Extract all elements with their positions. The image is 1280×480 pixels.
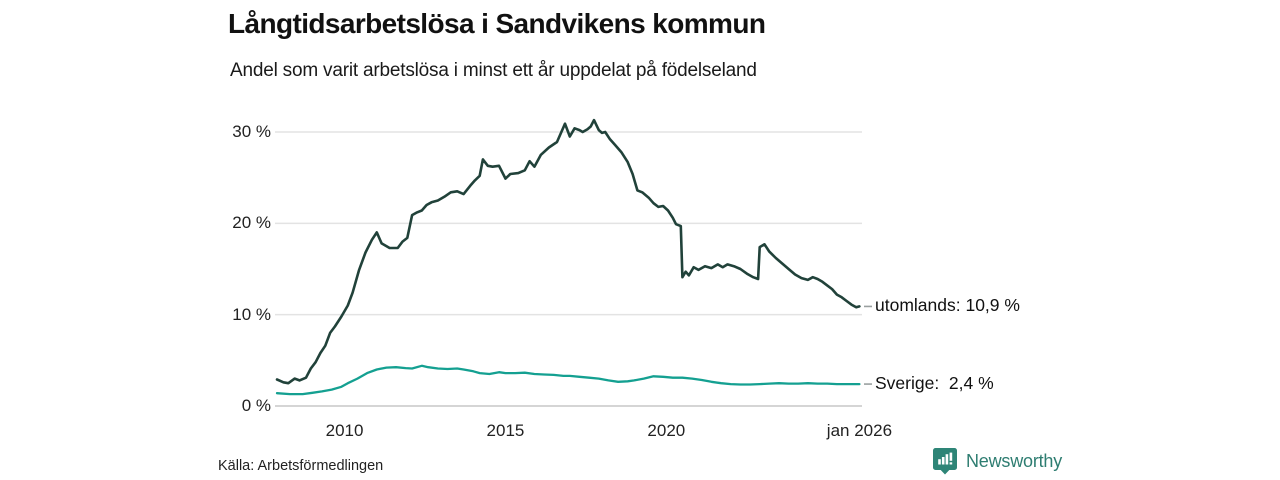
x-tick-2015: 2015: [486, 421, 525, 440]
y-tick-20%: 20 %: [232, 213, 271, 233]
series-label-Sverige: Sverige: 2,4 %: [875, 373, 994, 394]
series-label-utomlands: utomlands: 10,9 %: [875, 295, 1020, 316]
y-tick-30%: 30 %: [232, 121, 271, 141]
series-line-utomlands: [275, 118, 861, 385]
chart-subtitle: Andel som varit arbetslösa i minst ett å…: [230, 60, 757, 81]
brand-name: Newsworthy: [966, 450, 1063, 471]
x-tick-2010: 2010: [325, 421, 364, 440]
chart-title: Långtidsarbetslösa i Sandvikens kommun: [228, 8, 766, 39]
y-tick-0%: 0 %: [241, 396, 271, 415]
y-tick-10%: 10 %: [232, 304, 271, 324]
x-tick-2020: 2020: [647, 421, 686, 440]
source-note: Källa: Arbetsförmedlingen: [218, 458, 384, 474]
series-line-Sverige: [275, 364, 861, 396]
x-tick-jan-2026: jan 2026: [826, 421, 893, 440]
newsworthy-logo-icon: [933, 448, 957, 475]
brand: Newsworthy: [933, 447, 1062, 475]
